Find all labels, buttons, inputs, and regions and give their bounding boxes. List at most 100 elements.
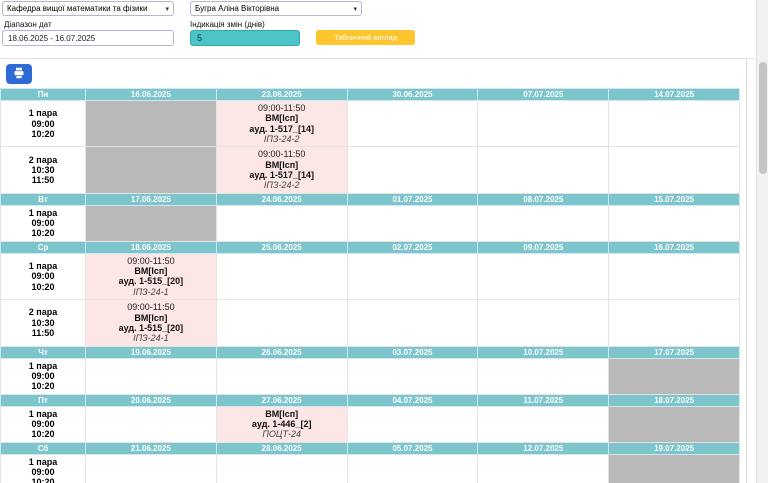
- date-header: 12.07.2025: [477, 441, 610, 455]
- lesson-group: ІПЗ-24-1: [133, 286, 169, 297]
- date-range-input[interactable]: [2, 30, 174, 46]
- lesson-cell[interactable]: ВМ[Ісп] ауд. 1-446_[2] ПОЦТ-24: [215, 405, 348, 443]
- pair-number: 2 пара: [28, 154, 58, 165]
- department-select-value: Кафедра вищої математики та фізики: [7, 4, 148, 13]
- date-header: 14.07.2025: [608, 88, 740, 101]
- date-header: 28.06.2025: [215, 441, 348, 455]
- lesson-room: ауд. 1-517_[14]: [249, 123, 314, 134]
- date-header: 23.06.2025: [215, 88, 348, 101]
- table-view-button[interactable]: Табличний вигляд: [316, 30, 415, 45]
- day-name-label: Пт: [0, 393, 86, 407]
- date-header: 27.06.2025: [215, 393, 348, 407]
- empty-cell: [215, 357, 348, 395]
- chevron-down-icon: ▾: [165, 5, 169, 13]
- empty-cell: [608, 299, 740, 347]
- date-header: 07.07.2025: [477, 88, 610, 101]
- day-name-label: Вт: [0, 192, 86, 206]
- empty-cell: [477, 357, 610, 395]
- pair-number: 1 пара: [28, 108, 58, 119]
- date-header: 04.07.2025: [346, 393, 479, 407]
- printer-icon: [13, 67, 25, 82]
- lesson-subject: ВМ[Ісп]: [134, 266, 168, 277]
- pair-number: 1 пара: [28, 456, 58, 467]
- pair-row: 1 пара 09:00 10:20: [0, 357, 740, 395]
- lesson-time: 09:00-11:50: [258, 149, 306, 160]
- pair-number: 2 пара: [28, 307, 58, 318]
- date-header: 18.06.2025: [85, 240, 217, 254]
- lesson-subject: ВМ[Ісп]: [265, 113, 299, 124]
- lesson-subject: ВМ[Ісп]: [265, 159, 299, 170]
- pair-row: 1 пара 09:00 10:20 ВМ[Ісп] ауд. 1-446_[2] ПОЦ…: [0, 405, 740, 443]
- pair-label: 1 пара 09:00 10:20: [0, 204, 86, 242]
- empty-cell: [346, 453, 479, 483]
- disabled-cell: [608, 453, 740, 483]
- empty-cell: [85, 453, 217, 483]
- pair-row: 2 пара 10:30 11:50 09:00-11:50 ВМ[Ісп] ауд. 1…: [0, 299, 740, 347]
- empty-cell: [215, 453, 348, 483]
- lesson-cell[interactable]: 09:00-11:50 ВМ[Ісп] ауд. 1-517_[14] ІПЗ-24-…: [215, 146, 348, 194]
- teacher-select[interactable]: Бугра Аліна Вікторівна ▾: [190, 1, 362, 16]
- date-header: 19.07.2025: [608, 441, 740, 455]
- empty-cell: [477, 299, 610, 347]
- day-header-row: Сб 21.06.2025 28.06.2025 05.07.2025 12.07.20…: [0, 441, 740, 455]
- pair-start-time: 09:00: [31, 466, 55, 477]
- date-header: 30.06.2025: [346, 88, 479, 101]
- date-header: 16.06.2025: [85, 88, 217, 101]
- day-header-row: Чт 19.06.2025 26.06.2025 03.07.2025 10.07.20…: [0, 345, 740, 359]
- date-range-label: Діапазон дат: [4, 20, 52, 29]
- pair-start-time: 09:00: [31, 370, 55, 381]
- pair-end-time: 10:20: [31, 228, 55, 239]
- empty-cell: [477, 453, 610, 483]
- empty-cell: [346, 357, 479, 395]
- pair-end-time: 10:20: [31, 381, 55, 392]
- empty-cell: [85, 357, 217, 395]
- pair-start-time: 09:00: [31, 271, 55, 282]
- pair-start-time: 10:30: [31, 164, 55, 175]
- vertical-scrollbar[interactable]: [756, 0, 768, 483]
- pair-start-time: 09:00: [31, 218, 55, 229]
- schedule-panel: Пн 16.06.2025 23.06.2025 30.06.2025 07.07.20…: [0, 59, 747, 483]
- pair-label: 1 пара 09:00 10:20: [0, 405, 86, 443]
- date-header: 17.07.2025: [608, 345, 740, 359]
- lesson-cell[interactable]: 09:00-11:50 ВМ[Ісп] ауд. 1-517_[14] ІПЗ-24-…: [215, 99, 348, 148]
- pair-row: 1 пара 09:00 10:20: [0, 204, 740, 242]
- pair-number: 1 пара: [28, 360, 58, 371]
- pair-number: 1 пара: [28, 408, 58, 419]
- empty-cell: [477, 146, 610, 194]
- disabled-cell: [85, 99, 217, 148]
- empty-cell: [215, 252, 348, 301]
- lesson-group: ПОЦТ-24: [262, 429, 301, 440]
- schedule-table: Пн 16.06.2025 23.06.2025 30.06.2025 07.07.20…: [0, 88, 740, 483]
- lesson-group: ІПЗ-24-2: [263, 180, 300, 191]
- scrollbar-thumb[interactable]: [759, 62, 767, 174]
- date-header: 05.07.2025: [346, 441, 479, 455]
- day-header-row: Ср 18.06.2025 25.06.2025 02.07.2025 09.07.20…: [0, 240, 740, 254]
- lesson-room: ауд. 1-515_[20]: [118, 322, 184, 333]
- date-header: 01.07.2025: [346, 192, 479, 206]
- department-select[interactable]: Кафедра вищої математики та фізики ▾: [2, 1, 174, 16]
- empty-cell: [346, 146, 479, 194]
- date-header: 09.07.2025: [477, 240, 610, 254]
- indication-input[interactable]: [190, 30, 300, 46]
- date-header: 21.06.2025: [85, 441, 217, 455]
- date-header: 26.06.2025: [215, 345, 348, 359]
- day-name-label: Пн: [0, 88, 86, 101]
- lesson-cell[interactable]: 09:00-11:50 ВМ[Ісп] ауд. 1-515_[20] ІПЗ-24-…: [85, 252, 217, 301]
- empty-cell: [215, 299, 348, 347]
- date-header: 11.07.2025: [477, 393, 610, 407]
- pair-start-time: 10:30: [31, 317, 55, 328]
- pair-label: 2 пара 10:30 11:50: [0, 146, 86, 194]
- pair-start-time: 09:00: [31, 418, 55, 429]
- date-header: 08.07.2025: [477, 192, 610, 206]
- pair-label: 2 пара 10:30 11:50: [0, 299, 86, 347]
- day-name-label: Сб: [0, 441, 86, 455]
- date-header: 17.06.2025: [85, 192, 217, 206]
- print-button[interactable]: [6, 64, 32, 84]
- empty-cell: [477, 204, 610, 242]
- pair-end-time: 10:20: [31, 281, 55, 292]
- date-header: 16.07.2025: [608, 240, 740, 254]
- lesson-cell[interactable]: 09:00-11:50 ВМ[Ісп] ауд. 1-515_[20] ІПЗ-24-…: [85, 299, 217, 347]
- empty-cell: [477, 405, 610, 443]
- empty-cell: [85, 405, 217, 443]
- lesson-subject: ВМ[Ісп]: [134, 312, 168, 323]
